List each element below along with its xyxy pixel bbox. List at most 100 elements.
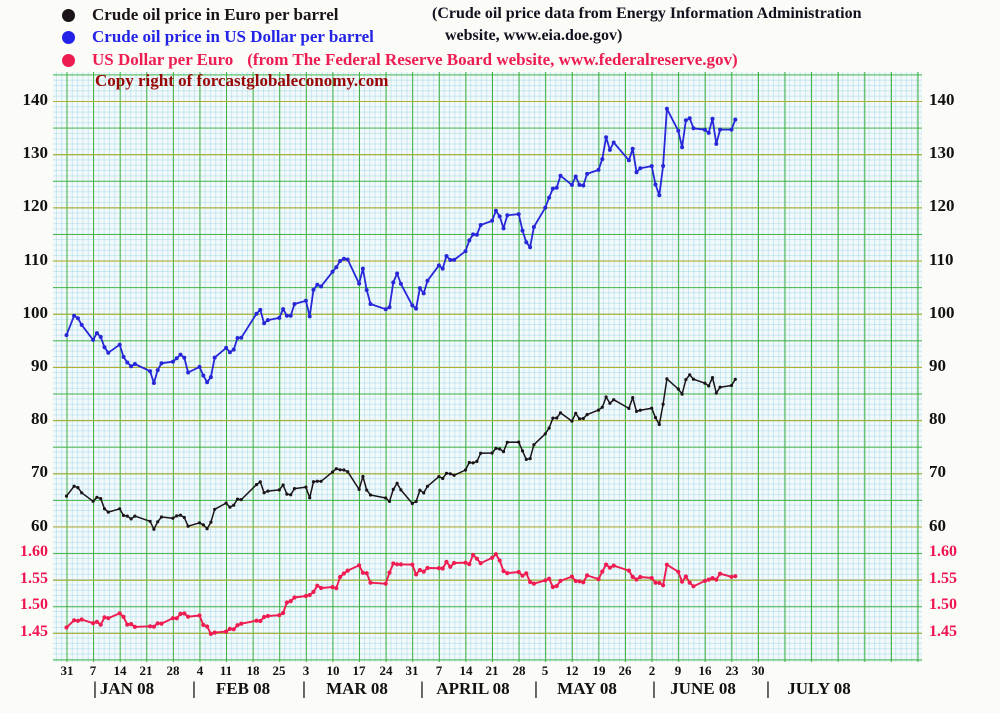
series-point-usd — [604, 135, 609, 140]
series-point-usd — [664, 106, 669, 111]
series-point-fx — [497, 558, 502, 563]
series-point-fx — [611, 563, 616, 568]
series-point-eur — [414, 499, 418, 504]
series-point-fx — [364, 571, 369, 576]
series-point-fx — [341, 571, 346, 576]
series-point-usd — [224, 345, 229, 350]
series-point-fx — [132, 624, 137, 630]
series-point-usd — [626, 158, 631, 163]
x-axis-tick-label: 11 — [219, 663, 233, 678]
series-point-eur — [612, 398, 616, 402]
series-point-usd — [227, 350, 232, 355]
series-point-usd — [79, 322, 84, 327]
series-point-fx — [653, 580, 658, 585]
month-label: MAY 08 — [557, 679, 617, 698]
series-point-eur — [334, 467, 338, 471]
y-axis-label-right-oil: 100 — [929, 303, 955, 322]
series-point-fx — [683, 574, 689, 579]
oil-source-note-line2: website, www.eia.doe.gov) — [445, 27, 623, 44]
series-point-usd — [155, 368, 160, 373]
series-point-usd — [634, 170, 639, 175]
fx-series-bullet-icon — [62, 53, 75, 67]
series-point-usd — [129, 364, 134, 369]
series-point-fx — [281, 610, 286, 616]
series-point-usd — [417, 286, 422, 291]
month-separator: | — [534, 678, 538, 698]
series-point-fx — [490, 555, 495, 560]
series-point-usd — [132, 362, 137, 366]
series-point-eur — [152, 527, 156, 531]
series-point-eur — [346, 470, 350, 474]
series-point-eur — [235, 497, 240, 501]
series-point-eur — [517, 440, 521, 444]
series-point-eur — [490, 451, 494, 455]
series-point-eur — [258, 480, 262, 484]
series-point-usd — [334, 265, 339, 270]
series-point-eur — [197, 521, 202, 525]
series-point-usd — [478, 223, 483, 227]
series-point-fx — [357, 563, 362, 568]
series-point-eur — [308, 496, 312, 500]
series-point-eur — [444, 471, 449, 475]
series-point-eur — [437, 475, 441, 479]
series-point-eur — [330, 470, 335, 474]
y-axis-label-left-oil: 110 — [23, 250, 48, 269]
series-point-fx — [676, 569, 681, 574]
series-point-eur — [505, 440, 509, 444]
series-point-usd — [550, 186, 555, 191]
y-axis-label-right-oil: 90 — [929, 356, 946, 375]
x-axis-tick-label: 28 — [512, 663, 526, 678]
series-point-eur — [156, 520, 160, 524]
series-point-usd — [531, 225, 536, 229]
series-point-fx — [258, 618, 263, 624]
series-point-fx — [64, 625, 69, 630]
series-point-eur — [570, 419, 574, 423]
series-point-eur — [357, 487, 361, 491]
series-point-usd — [501, 226, 506, 231]
series-point-eur — [532, 443, 536, 447]
series-point-fx — [277, 613, 282, 618]
y-axis-label-left-oil: 100 — [22, 303, 49, 322]
x-axis-tick-label: 18 — [246, 663, 260, 678]
series-point-usd — [341, 256, 346, 261]
series-point-eur — [634, 409, 639, 413]
usd-series-bullet-icon — [62, 30, 75, 44]
series-point-fx — [106, 616, 111, 621]
y-axis-label-right-oil: 80 — [929, 409, 946, 428]
series-point-eur — [524, 457, 528, 461]
series-point-usd — [474, 232, 479, 237]
series-point-eur — [631, 396, 635, 400]
series-point-fx — [577, 579, 582, 584]
series-point-fx — [581, 580, 586, 585]
x-axis-tick-label: 24 — [379, 663, 393, 678]
series-point-eur — [292, 487, 297, 491]
series-point-fx — [505, 571, 510, 576]
copyright-text: Copy right of forcastglobaleconomy.com — [95, 71, 389, 90]
series-point-eur — [733, 377, 737, 381]
series-point-fx — [478, 561, 483, 566]
series-point-fx — [702, 578, 708, 583]
series-point-fx — [303, 593, 308, 599]
series-point-usd — [577, 182, 582, 187]
series-point-fx — [474, 556, 479, 561]
series-point-eur — [661, 402, 665, 406]
series-point-eur — [118, 507, 122, 511]
series-point-usd — [463, 249, 468, 254]
series-point-usd — [497, 214, 502, 219]
series-point-eur — [714, 391, 718, 395]
series-point-eur — [422, 491, 426, 495]
series-point-usd — [330, 269, 335, 274]
series-point-fx — [604, 562, 609, 567]
series-point-eur — [159, 515, 164, 519]
euro-series-bullet-icon — [62, 8, 75, 22]
series-point-usd — [106, 350, 111, 355]
series-point-eur — [418, 488, 422, 492]
series-point-fx — [626, 568, 632, 573]
series-point-fx — [596, 577, 601, 582]
series-point-usd — [75, 316, 80, 321]
series-point-usd — [524, 240, 529, 245]
series-point-fx — [630, 574, 635, 579]
series-point-usd — [596, 167, 601, 172]
series-point-fx — [440, 566, 445, 571]
legend-row-usd: Crude oil price in US Dollar per barrel — [62, 27, 374, 47]
